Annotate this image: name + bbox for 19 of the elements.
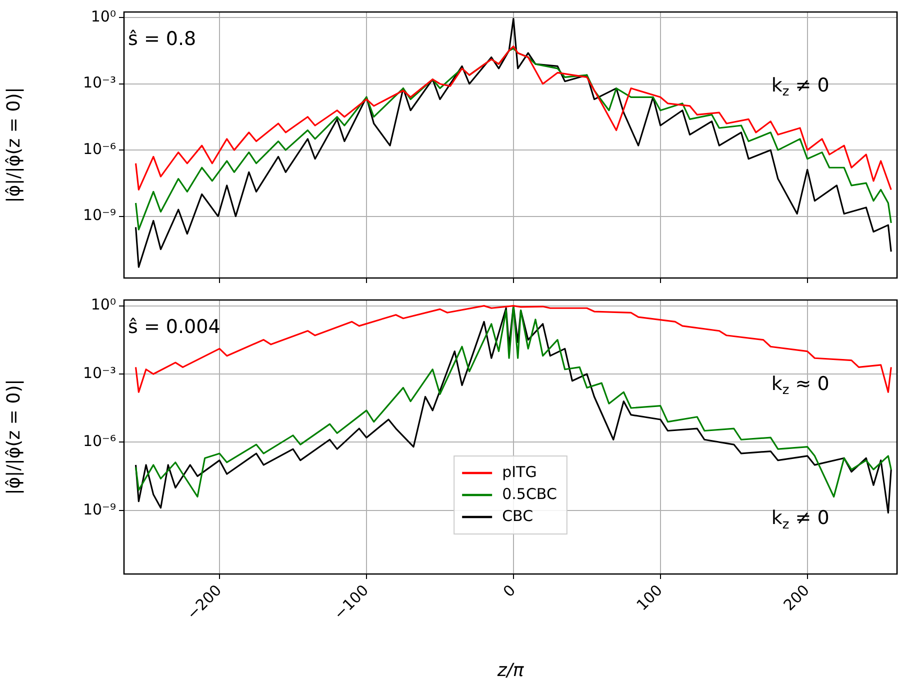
x-axis-title: z/π [496,660,525,681]
y-tick-label: 10⁰ [90,8,116,26]
x-tick-label: 0 [500,581,520,601]
y-tick-label: 10⁻³ [82,74,116,92]
y-tick-label: 10⁰ [90,296,116,314]
y-tick-label: 10⁻⁶ [82,140,116,158]
y-axis-title: |φ̂|/|φ̂(z = 0)| [3,379,24,495]
y-tick-label: 10⁻⁹ [82,500,116,518]
y-tick-label: 10⁻⁹ [82,206,116,224]
legend-label: 0.5CBC [502,484,557,503]
legend-label: pITG [502,462,537,481]
x-tick-label: 100 [632,581,666,614]
y-tick-label: 10⁻⁶ [82,432,116,450]
y-axis-title: |φ̂|/|φ̂(z = 0)| [3,87,24,203]
annotation: ŝ = 0.004 [128,316,220,338]
annotation: ŝ = 0.8 [128,28,196,50]
legend-label: CBC [502,506,534,525]
x-tick-label: 200 [780,581,813,614]
y-tick-label: 10⁻³ [82,364,116,382]
